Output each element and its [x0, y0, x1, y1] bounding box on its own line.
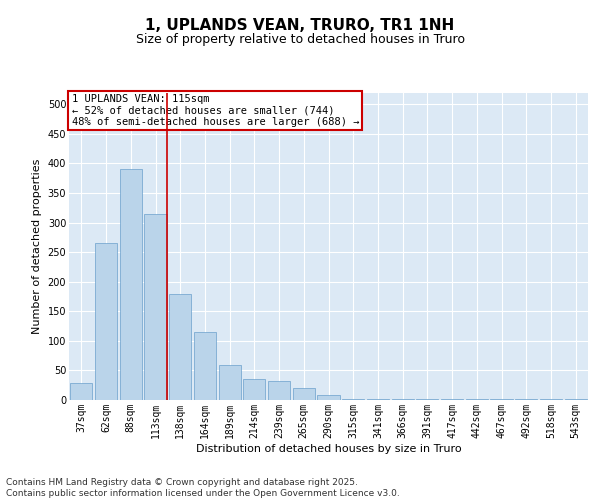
- Bar: [243, 380, 265, 400]
- Bar: [169, 294, 191, 400]
- Bar: [317, 396, 340, 400]
- Bar: [119, 170, 142, 400]
- Bar: [218, 364, 241, 400]
- Y-axis label: Number of detached properties: Number of detached properties: [32, 158, 42, 334]
- Bar: [194, 332, 216, 400]
- X-axis label: Distribution of detached houses by size in Truro: Distribution of detached houses by size …: [196, 444, 461, 454]
- Bar: [268, 381, 290, 400]
- Text: 1 UPLANDS VEAN: 115sqm
← 52% of detached houses are smaller (744)
48% of semi-de: 1 UPLANDS VEAN: 115sqm ← 52% of detached…: [71, 94, 359, 127]
- Bar: [70, 384, 92, 400]
- Bar: [565, 399, 587, 400]
- Text: 1, UPLANDS VEAN, TRURO, TR1 1NH: 1, UPLANDS VEAN, TRURO, TR1 1NH: [145, 18, 455, 32]
- Bar: [145, 214, 167, 400]
- Bar: [293, 388, 315, 400]
- Bar: [95, 244, 117, 400]
- Text: Size of property relative to detached houses in Truro: Size of property relative to detached ho…: [136, 32, 464, 46]
- Bar: [342, 399, 364, 400]
- Text: Contains HM Land Registry data © Crown copyright and database right 2025.
Contai: Contains HM Land Registry data © Crown c…: [6, 478, 400, 498]
